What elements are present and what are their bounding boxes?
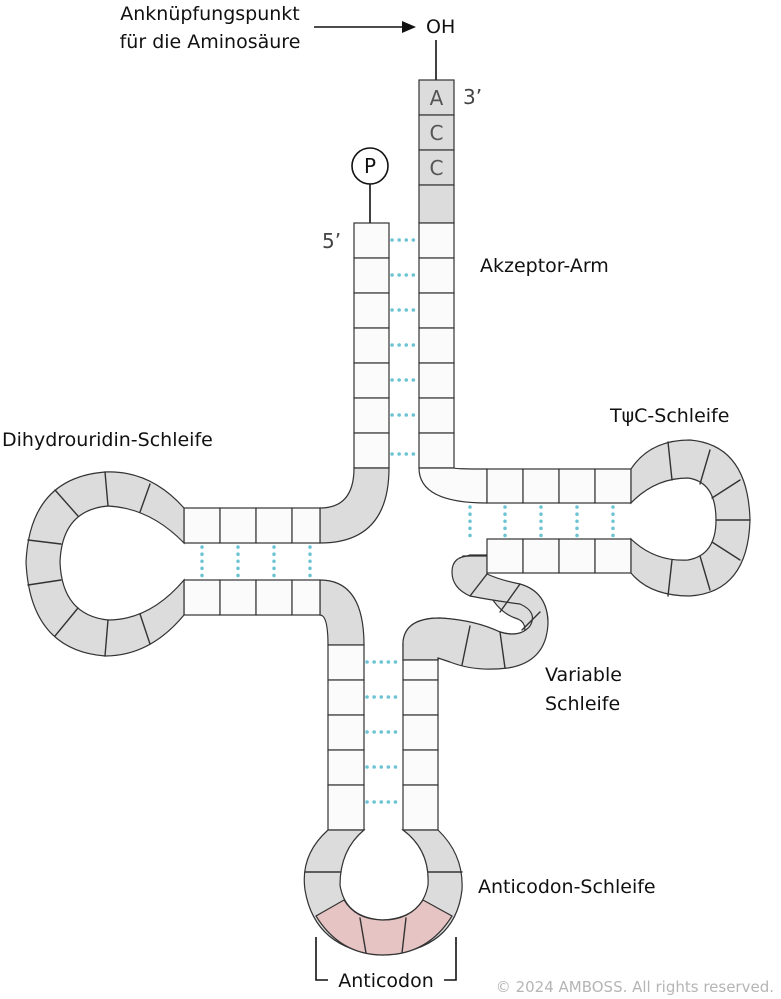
acc-letter-c2: C [430,156,444,180]
anticodon-arm-hydrogen-bonds [365,660,402,804]
five-prime-label: 5’ [322,229,341,253]
elbow-acceptor-tpsic [418,467,488,504]
tpsic-loop-label: TψC-Schleife [609,405,729,427]
phosphate-group [351,147,389,223]
acceptor-arm-left-strand [353,222,390,469]
oh-label: OH [426,16,455,38]
acceptor-arm-right-strand [418,222,455,469]
tpsic-loop [630,439,751,597]
anticodon-bracket [315,937,457,981]
variable-loop-label-line1: Variable [545,664,622,686]
d-arm-bottom-strand [183,579,321,616]
anticodon-loop-label: Anticodon-Schleife [478,876,656,898]
variable-loop-shape [402,555,549,670]
three-prime-label: 3’ [463,85,482,109]
anticodon-bases [315,899,453,956]
d-arm-top-strand [183,507,321,544]
dihydrouridine-loop-label: Dihydrouridin-Schleife [2,429,213,451]
acc-base-c2 [418,149,455,186]
d-loop [25,471,185,657]
acc-stem-base [418,184,455,224]
phosphate-letter: P [364,154,376,178]
anticodon-arm-left-strand [327,644,365,831]
acceptor-arm-hydrogen-bonds [390,238,418,456]
tpsic-arm-hydrogen-bonds [468,505,615,538]
acceptor-arm-label: Akzeptor-Arm [480,255,609,277]
anticodon-arm-right-strand [402,659,439,831]
acc-letter-c1: C [430,121,444,145]
variable-loop-label-line2: Schleife [545,693,620,715]
anticodon-loop [303,829,463,956]
anticodon-label: Anticodon [338,970,434,992]
elbow-acceptor-d [319,467,390,544]
attachment-label-line2: für die Aminosäure [120,31,301,53]
d-arm-hydrogen-bonds [200,545,312,579]
attachment-label-line1: Anknüpfungspunkt [120,3,300,25]
copyright-text: © 2024 AMBOSS. All rights reserved. [496,978,774,996]
variable-loop-dividers [461,573,541,669]
elbow-d-anticodon [319,579,365,646]
acc-tail [418,79,455,224]
attachment-arrow [314,21,416,33]
acc-base-a [418,79,455,116]
acc-letter-a: A [430,86,444,110]
tpsic-arm-top-strand [486,468,632,504]
acc-base-c1 [418,114,455,151]
tpsic-arm-bottom-strand [486,538,632,574]
